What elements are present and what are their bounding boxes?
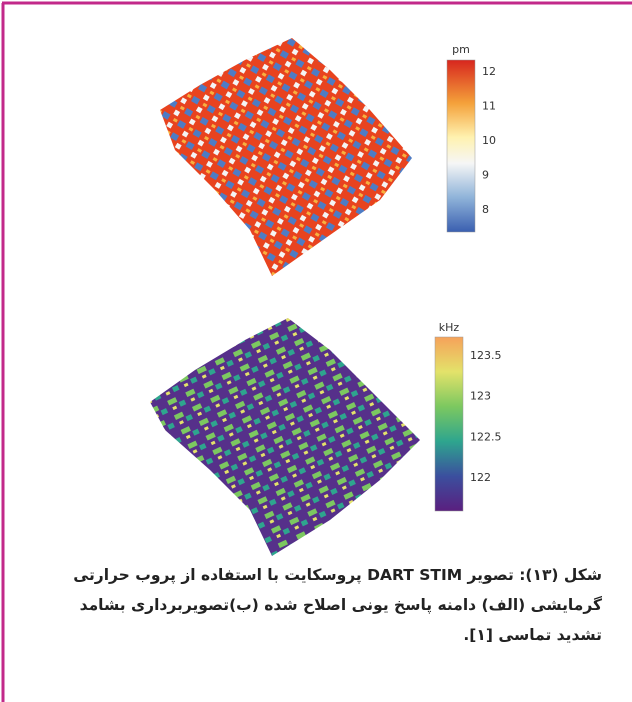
colorbar-tick-label: 122.5: [470, 430, 502, 443]
page: pm kHz 12 11 10 9 8 123.5 123 122.5 122 شکل (۱۳)…: [0, 0, 632, 702]
colorbar-tick-label: 12: [482, 65, 496, 78]
colorbar-unit: pm: [452, 43, 470, 56]
caption-line: تشدید تماسی [۱].: [30, 620, 602, 650]
colorbar-tick-label: 11: [482, 100, 496, 113]
colorbar-tick-label: 123.5: [470, 349, 502, 362]
surface-plot: [150, 318, 420, 556]
surface-plot: [160, 38, 412, 276]
colorbar-unit: kHz: [439, 321, 460, 334]
colorbar-tick-label: 122: [470, 471, 491, 484]
colorbar-tick-label: 10: [482, 134, 496, 147]
colorbar-tick-label: 9: [482, 169, 489, 182]
colorbar-tick-label: 8: [482, 203, 489, 216]
caption-line: شکل (۱۳): تصویر DART STIM پروسکایت با اس…: [30, 560, 602, 590]
colorbar: [435, 337, 463, 511]
caption: شکل (۱۳): تصویر DART STIM پروسکایت با اس…: [30, 560, 602, 650]
caption-line: گرمایشی (الف) دامنه پاسخ یونی اصلاح شده …: [30, 590, 602, 620]
colorbar-tick-label: 123: [470, 390, 491, 403]
colorbar: [447, 60, 475, 232]
